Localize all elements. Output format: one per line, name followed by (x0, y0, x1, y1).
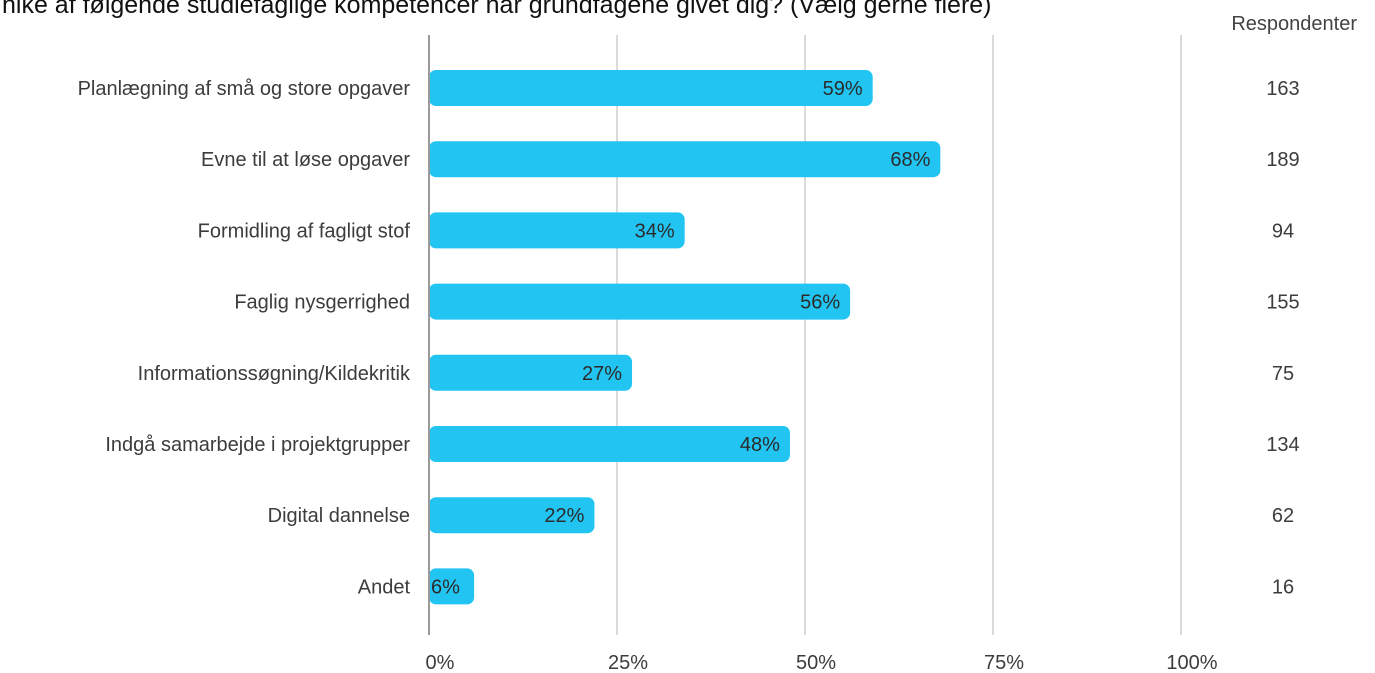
bar-5 (429, 426, 790, 462)
data-label-2: 34% (635, 220, 675, 242)
bar-3 (429, 283, 851, 320)
data-label-3: 56% (800, 292, 840, 314)
respondents-6: 62 (1272, 505, 1294, 527)
respondents-7: 16 (1272, 576, 1294, 598)
data-label-5: 48% (740, 434, 780, 456)
bar-1 (429, 141, 941, 178)
respondents-header: Respondenter (1231, 13, 1357, 35)
category-label-4: Informationssøgning/Kildekritik (138, 363, 411, 385)
bar-4 (429, 354, 633, 391)
data-label-0: 59% (823, 78, 863, 100)
category-label-6: Digital dannelse (268, 505, 410, 527)
labels: 0% 25% 50% 75% 100% Planlægning af små og sto… (78, 78, 1300, 673)
data-label-1: 68% (890, 149, 930, 171)
category-label-1: Evne til at løse opgaver (201, 149, 410, 171)
category-label-2: Formidling af fagligt stof (198, 220, 411, 242)
bar-7 (429, 568, 475, 605)
bars (429, 70, 941, 605)
category-label-7: Andet (358, 576, 411, 598)
bar-0 (429, 70, 873, 106)
tick-label-0: 0% (426, 652, 455, 673)
category-label-3: Faglig nysgerrighed (234, 292, 410, 314)
respondents-4: 75 (1272, 363, 1294, 385)
data-label-4: 27% (582, 363, 622, 385)
respondents-5: 134 (1266, 434, 1299, 456)
category-label-5: Indgå samarbejde i projektgrupper (105, 434, 410, 456)
data-label-6: 22% (544, 505, 584, 527)
tick-label-75: 75% (984, 652, 1024, 673)
chart-title: hike af følgende studiefaglige kompetenc… (2, 0, 992, 19)
gridlines (616, 35, 1182, 635)
tick-label-25: 25% (608, 652, 648, 673)
tick-label-100: 100% (1166, 652, 1217, 673)
bar-6 (429, 497, 595, 534)
tick-label-50: 50% (796, 652, 836, 673)
data-label-7: 6% (431, 576, 460, 598)
respondents-1: 189 (1266, 149, 1299, 171)
respondents-3: 155 (1266, 292, 1299, 314)
category-label-0: Planlægning af små og store opgaver (78, 78, 411, 100)
bar-2 (429, 212, 685, 249)
respondents-2: 94 (1272, 220, 1294, 242)
respondents-0: 163 (1266, 78, 1299, 100)
